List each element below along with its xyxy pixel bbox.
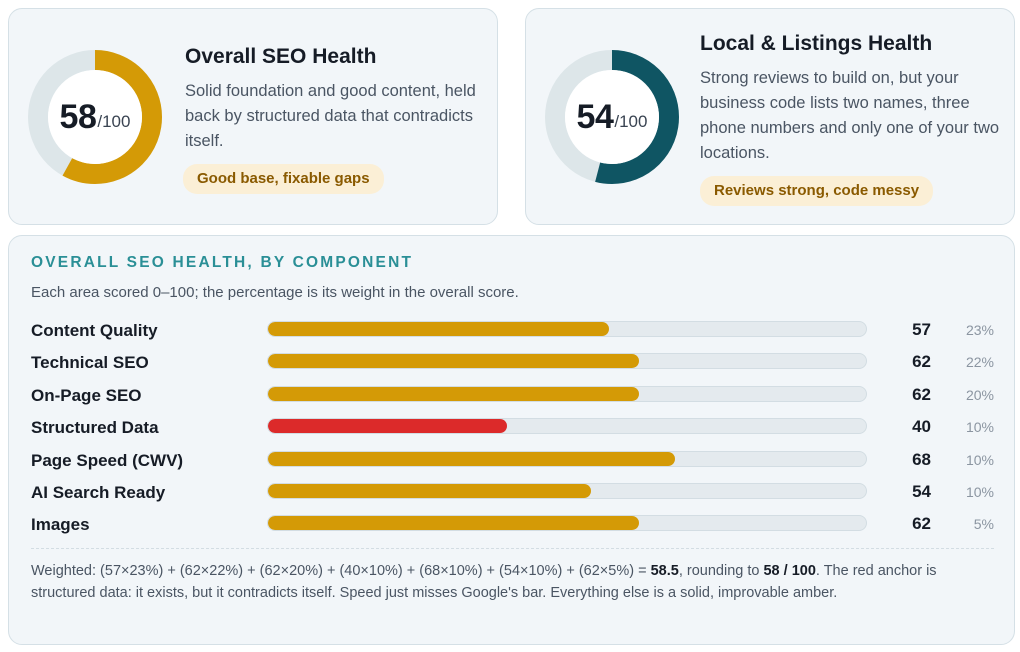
component-bar-track [267, 353, 867, 370]
component-weight: 5% [973, 516, 994, 533]
overall-seo-health-card: 58 /100 Overall SEO Health Solid foundat… [8, 8, 498, 225]
component-score: 68 [912, 449, 931, 469]
component-weight: 10% [965, 451, 994, 468]
component-row-page-speed: Page Speed (CWV) 68 10% [31, 446, 1001, 478]
component-label: Images [31, 515, 90, 535]
footnote-weighted-result: 58.5 [650, 563, 679, 579]
overall-donut-arc [28, 50, 162, 184]
component-row-technical-seo: Technical SEO 62 22% [31, 348, 1001, 380]
component-bar-track [267, 482, 867, 499]
breakdown-subtitle: Each area scored 0–100; the percentage i… [31, 284, 519, 301]
component-bar-fill [268, 483, 591, 498]
footnote-rounded-score: 58 / 100 [763, 563, 816, 579]
local-title: Local & Listings Health [700, 32, 933, 55]
component-score: 54 [912, 481, 931, 501]
component-label: Structured Data [31, 418, 159, 438]
component-score: 62 [912, 514, 931, 534]
component-weight: 23% [965, 322, 994, 338]
component-bar-fill [268, 354, 639, 369]
component-bar-track [267, 515, 867, 532]
local-score-value: 54 [576, 97, 614, 136]
local-description: Strong reviews to build on, but your bus… [700, 69, 1000, 162]
footnote-rounding-text: , rounding to [678, 563, 764, 579]
component-weight: 22% [965, 354, 994, 371]
footnote-formula: Weighted: (57×23%) + (62×22%) + (62×20%)… [31, 563, 651, 579]
local-status-badge: Reviews strong, code messy [700, 176, 934, 206]
footnote-divider [31, 548, 994, 549]
component-bar-fill [268, 516, 639, 531]
breakdown-title: OVERALL SEO HEALTH, BY COMPONENT [31, 254, 414, 271]
component-bar-track [267, 321, 867, 337]
local-listings-health-card: 54 /100 Local & Listings Health Strong r… [525, 8, 1015, 225]
component-score: 62 [912, 384, 931, 404]
local-score-denominator: /100 [614, 112, 648, 131]
component-score: 40 [912, 417, 931, 437]
overall-title: Overall SEO Health [185, 45, 377, 68]
component-label: Page Speed (CWV) [31, 450, 184, 470]
component-label: Content Quality [31, 321, 158, 340]
component-label: Technical SEO [31, 353, 149, 373]
local-donut-graphic [545, 50, 679, 184]
component-bar-fill [268, 419, 508, 434]
component-row-content-quality: Content Quality 57 23% [31, 316, 1001, 348]
component-row-on-page-seo: On-Page SEO 62 20% [31, 381, 1001, 413]
overall-donut-hole [48, 70, 142, 164]
component-score: 62 [912, 352, 931, 372]
local-score-donut: 54 /100 [544, 49, 680, 185]
component-rows: Content Quality 57 23% Technical SEO 62 … [31, 316, 1001, 543]
component-weight: 10% [965, 483, 994, 500]
component-weight: 10% [965, 419, 994, 436]
weighted-footnote: Weighted: (57×23%) + (62×22%) + (62×20%)… [31, 560, 993, 604]
component-bar-track [267, 385, 867, 402]
overall-donut-graphic [28, 50, 162, 184]
component-row-structured-data: Structured Data 40 10% [31, 413, 1001, 445]
component-breakdown-card: OVERALL SEO HEALTH, BY COMPONENT Each ar… [8, 235, 1015, 645]
local-donut-arc [545, 50, 679, 184]
component-bar-fill [268, 386, 639, 401]
overall-status-badge: Good base, fixable gaps [183, 164, 384, 194]
overall-score-denominator: /100 [97, 112, 131, 131]
component-weight: 20% [965, 386, 994, 403]
footnote-explanation: . The red anchor is structured data: it … [31, 563, 937, 601]
component-label: AI Search Ready [31, 482, 166, 502]
overall-score-value: 58 [59, 97, 97, 136]
local-donut-hole [565, 70, 659, 164]
component-bar-fill [268, 322, 609, 336]
component-label: On-Page SEO [31, 385, 142, 405]
component-row-images: Images 62 5% [31, 510, 1001, 542]
component-bar-track [267, 418, 867, 435]
overall-score-donut: 58 /100 [27, 49, 163, 185]
component-score: 57 [912, 320, 931, 339]
component-bar-track [267, 450, 867, 467]
overall-description: Solid foundation and good content, held … [185, 82, 476, 150]
component-bar-fill [268, 451, 675, 466]
component-row-ai-search-ready: AI Search Ready 54 10% [31, 478, 1001, 510]
